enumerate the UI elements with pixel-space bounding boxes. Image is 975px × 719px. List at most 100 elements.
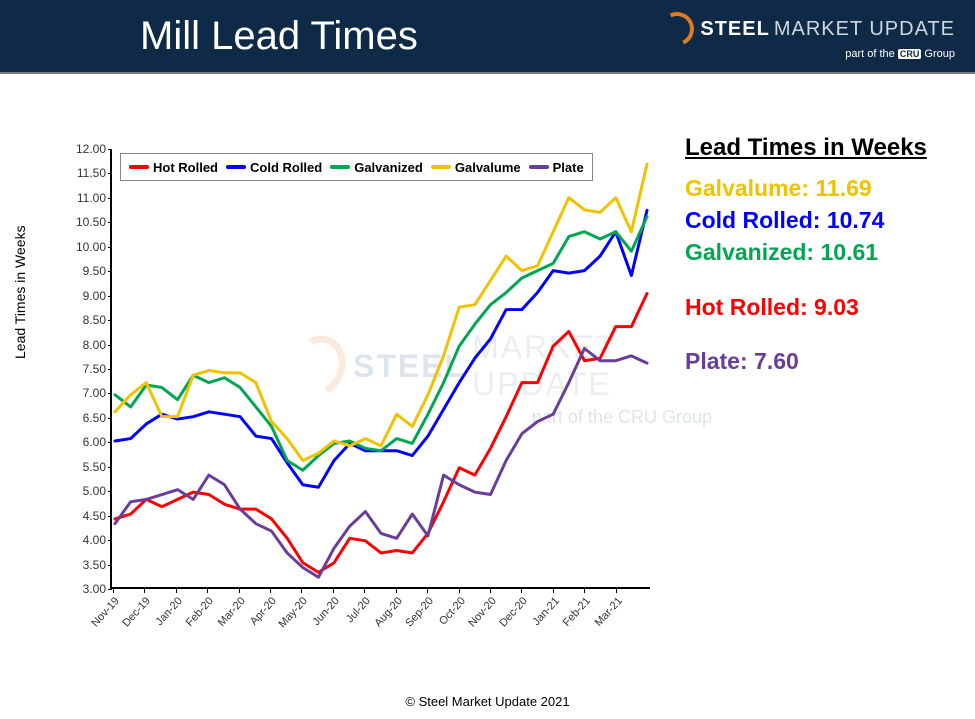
y-tick-label: 8.50 bbox=[60, 313, 106, 327]
y-tick-label: 5.50 bbox=[60, 460, 106, 474]
summary-line: Cold Rolled: 10.74 bbox=[685, 204, 955, 236]
y-tick-mark bbox=[108, 369, 112, 370]
y-tick-label: 6.50 bbox=[60, 411, 106, 425]
y-tick-label: 6.00 bbox=[60, 435, 106, 449]
legend-label: Galvanized bbox=[354, 160, 423, 175]
legend-label: Hot Rolled bbox=[153, 160, 218, 175]
y-tick-label: 4.00 bbox=[60, 533, 106, 547]
x-tick-mark bbox=[396, 589, 397, 593]
legend-swatch bbox=[431, 165, 451, 169]
legend-swatch bbox=[129, 165, 149, 169]
x-tick-mark bbox=[301, 589, 302, 593]
y-tick-label: 11.00 bbox=[60, 191, 106, 205]
legend-swatch bbox=[330, 165, 350, 169]
y-tick-mark bbox=[108, 565, 112, 566]
y-tick-mark bbox=[108, 247, 112, 248]
summary-line: Hot Rolled: 9.03 bbox=[685, 291, 955, 323]
x-tick-mark bbox=[176, 589, 177, 593]
y-tick-mark bbox=[108, 149, 112, 150]
y-tick-label: 5.00 bbox=[60, 484, 106, 498]
y-tick-label: 7.00 bbox=[60, 386, 106, 400]
watermark-market: MARKET UPDATE bbox=[472, 329, 712, 403]
series-line bbox=[115, 348, 647, 577]
legend-label: Galvalume bbox=[455, 160, 521, 175]
brand-logo-icon bbox=[656, 7, 700, 51]
y-tick-label: 11.50 bbox=[60, 166, 106, 180]
series-line bbox=[115, 210, 647, 487]
y-axis-title: Lead Times in Weeks bbox=[12, 225, 28, 359]
content-area: Lead Times in Weeks STEEL MARKET UPDATE … bbox=[0, 74, 975, 719]
series-line bbox=[115, 217, 647, 471]
summary-line: Galvalume: 11.69 bbox=[685, 172, 955, 204]
y-tick-mark bbox=[108, 491, 112, 492]
y-tick-mark bbox=[108, 320, 112, 321]
watermark-steel: STEEL bbox=[353, 348, 466, 385]
brand-block: STEEL MARKET UPDATE part of the CRU Grou… bbox=[660, 12, 955, 60]
legend-label: Plate bbox=[553, 160, 584, 175]
summary-lines: Galvalume: 11.69Cold Rolled: 10.74Galvan… bbox=[685, 172, 955, 377]
y-tick-mark bbox=[108, 540, 112, 541]
y-tick-mark bbox=[108, 467, 112, 468]
brand-sub-prefix: part of the bbox=[845, 48, 895, 60]
y-tick-mark bbox=[108, 442, 112, 443]
summary-line: Galvanized: 10.61 bbox=[685, 236, 955, 268]
chart-legend: Hot Rolled Cold Rolled Galvanized Galvalume… bbox=[120, 153, 593, 181]
series-line bbox=[115, 294, 647, 573]
plot-area: STEEL MARKET UPDATE part of the CRU Grou… bbox=[110, 149, 650, 589]
x-tick-mark bbox=[207, 589, 208, 593]
y-tick-mark bbox=[108, 516, 112, 517]
y-tick-label: 3.50 bbox=[60, 558, 106, 572]
summary-title: Lead Times in Weeks bbox=[685, 134, 955, 162]
x-tick-mark bbox=[333, 589, 334, 593]
x-tick-mark bbox=[521, 589, 522, 593]
watermark-arc-icon bbox=[283, 328, 354, 404]
brand-market-text: MARKET UPDATE bbox=[774, 18, 955, 40]
legend-item: Plate bbox=[529, 160, 584, 175]
summary-panel: Lead Times in Weeks Galvalume: 11.69Cold… bbox=[685, 134, 955, 377]
legend-item: Cold Rolled bbox=[226, 160, 322, 175]
x-tick-mark bbox=[584, 589, 585, 593]
y-tick-mark bbox=[108, 271, 112, 272]
y-tick-label: 12.00 bbox=[60, 142, 106, 156]
y-tick-label: 8.00 bbox=[60, 338, 106, 352]
y-tick-label: 4.50 bbox=[60, 509, 106, 523]
watermark-sub: part of the CRU Group bbox=[292, 407, 712, 428]
watermark: STEEL MARKET UPDATE part of the CRU Grou… bbox=[292, 329, 712, 428]
x-tick-mark bbox=[616, 589, 617, 593]
y-tick-mark bbox=[108, 418, 112, 419]
legend-item: Hot Rolled bbox=[129, 160, 218, 175]
y-tick-mark bbox=[108, 589, 112, 590]
y-tick-label: 10.50 bbox=[60, 215, 106, 229]
y-tick-label: 9.50 bbox=[60, 264, 106, 278]
y-tick-label: 3.00 bbox=[60, 582, 106, 596]
brand-subtitle: part of the CRU Group bbox=[660, 48, 955, 60]
brand-sub-suffix: Group bbox=[924, 48, 955, 60]
x-tick-mark bbox=[490, 589, 491, 593]
x-tick-mark bbox=[553, 589, 554, 593]
x-tick-mark bbox=[427, 589, 428, 593]
y-tick-label: 10.00 bbox=[60, 240, 106, 254]
legend-label: Cold Rolled bbox=[250, 160, 322, 175]
y-tick-label: 7.50 bbox=[60, 362, 106, 376]
series-line bbox=[115, 164, 647, 460]
legend-item: Galvanized bbox=[330, 160, 423, 175]
header-bar: Mill Lead Times STEEL MARKET UPDATE part… bbox=[0, 0, 975, 74]
chart-container: Lead Times in Weeks STEEL MARKET UPDATE … bbox=[30, 139, 670, 659]
page-title: Mill Lead Times bbox=[140, 14, 418, 59]
legend-item: Galvalume bbox=[431, 160, 521, 175]
brand-steel-text: STEEL bbox=[700, 18, 769, 40]
copyright-text: © Steel Market Update 2021 bbox=[0, 694, 975, 709]
summary-line: Plate: 7.60 bbox=[685, 345, 955, 377]
x-tick-mark bbox=[239, 589, 240, 593]
x-tick-mark bbox=[364, 589, 365, 593]
x-tick-mark bbox=[270, 589, 271, 593]
y-tick-label: 9.00 bbox=[60, 289, 106, 303]
y-tick-mark bbox=[108, 222, 112, 223]
x-tick-mark bbox=[459, 589, 460, 593]
y-tick-mark bbox=[108, 345, 112, 346]
chart-svg bbox=[112, 149, 650, 587]
y-tick-mark bbox=[108, 296, 112, 297]
legend-swatch bbox=[529, 165, 549, 169]
x-tick-mark bbox=[144, 589, 145, 593]
y-tick-mark bbox=[108, 198, 112, 199]
